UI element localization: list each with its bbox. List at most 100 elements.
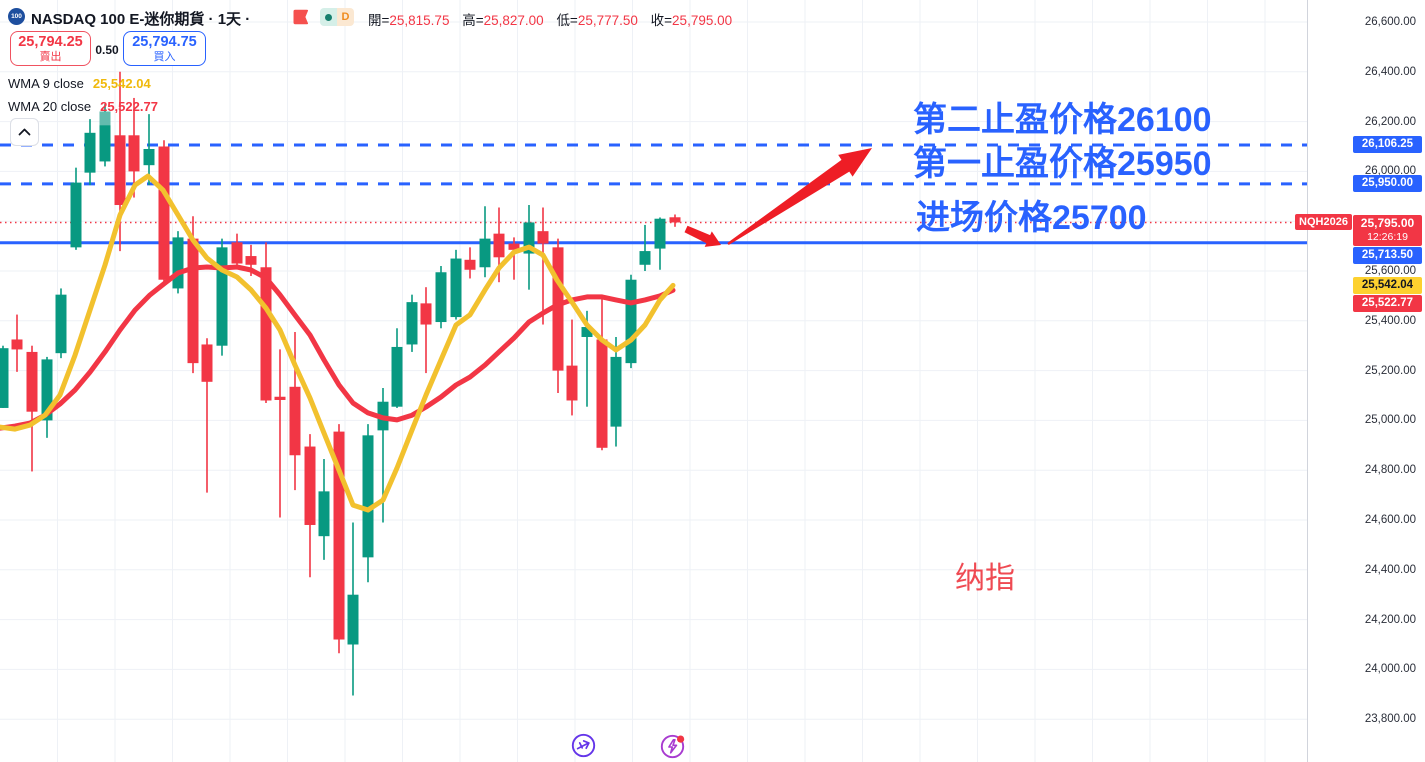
candle-body xyxy=(581,327,593,337)
open-value: 25,815.75 xyxy=(389,13,450,28)
candle-body xyxy=(566,365,578,401)
wma9-legend[interactable]: WMA 9 close 25,542.04 xyxy=(8,76,151,91)
ohlc-readout: 開=25,815.75 高=25,827.00 低=25,777.50 收=25… xyxy=(368,9,741,29)
annotation-index-name[interactable]: 纳指 xyxy=(955,562,1015,595)
buy-label: 買入 xyxy=(153,50,176,63)
candle-body xyxy=(523,222,535,254)
quick-trade-button[interactable] xyxy=(660,733,685,759)
close-label: 收= xyxy=(650,13,673,28)
y-axis-tick: 26,000.00 xyxy=(1364,165,1416,178)
price-level-badge: 26,106.25 xyxy=(1353,136,1422,154)
annotation-arrow[interactable] xyxy=(727,148,872,245)
candle-body xyxy=(362,435,374,558)
candle-body xyxy=(158,146,170,280)
candle-body xyxy=(552,247,564,371)
candle-body xyxy=(245,256,257,265)
wma20-label: WMA 20 close xyxy=(8,99,92,114)
candle-body xyxy=(669,217,681,223)
candle-body xyxy=(216,247,228,346)
y-axis-tick: 26,600.00 xyxy=(1364,16,1416,28)
candle-body xyxy=(596,339,608,448)
wma20-value: 25,522.77 xyxy=(100,99,158,114)
price-level-badge: 25,713.50 xyxy=(1353,247,1422,265)
candle-body xyxy=(493,233,505,258)
annotation-take-profit-1[interactable]: 第一止盈价格25950 xyxy=(913,145,1212,183)
candle-body xyxy=(289,386,301,456)
price-level-badge: 25,522.77 xyxy=(1353,294,1422,312)
flag-icon[interactable] xyxy=(293,9,310,25)
candle-body xyxy=(201,344,213,382)
candle-body xyxy=(84,132,96,173)
open-label: 開= xyxy=(368,13,390,28)
candle-body xyxy=(391,346,403,407)
y-axis-tick: 24,600.00 xyxy=(1364,514,1416,526)
candle-body xyxy=(11,339,23,350)
candle-body xyxy=(435,272,447,323)
contract-tag: NQH2026 xyxy=(1295,214,1352,231)
wma9-label: WMA 9 close xyxy=(8,76,84,91)
candle-body xyxy=(304,446,316,525)
candle-body xyxy=(537,231,549,244)
candle-body xyxy=(406,302,418,345)
y-axis-tick: 24,400.00 xyxy=(1364,563,1416,576)
candle-body xyxy=(508,243,520,250)
spread-value: 0.50 xyxy=(95,43,119,57)
sell-price: 25,794.25 xyxy=(18,33,83,50)
annotation-take-profit-2[interactable]: 第二止盈价格26100 xyxy=(913,101,1212,139)
interval-badge[interactable]: D xyxy=(337,8,354,26)
market-status-icon[interactable] xyxy=(320,8,337,26)
candle-body xyxy=(172,237,184,289)
y-axis-tick: 25,600.00 xyxy=(1364,265,1416,277)
bar-countdown: 12:26:19 xyxy=(1367,231,1408,244)
candle-body xyxy=(114,135,126,206)
buy-price: 25,794.75 xyxy=(132,33,197,50)
y-axis-tick: 26,400.00 xyxy=(1364,65,1416,78)
candle-body xyxy=(187,238,199,364)
candle-body xyxy=(0,348,9,408)
sell-button[interactable]: 25,794.25 賣出 xyxy=(10,31,91,66)
candle-body xyxy=(231,242,243,264)
lightning-icon xyxy=(660,734,685,759)
candle-body xyxy=(55,294,67,354)
sell-label: 賣出 xyxy=(39,50,62,63)
y-axis-tick: 25,400.00 xyxy=(1364,314,1416,327)
y-axis-tick: 23,800.00 xyxy=(1364,713,1416,726)
candle-body xyxy=(420,303,432,325)
annotation-entry-price[interactable]: 进场价格25700 xyxy=(916,199,1147,237)
candle-body xyxy=(333,431,345,640)
symbol-logo: 100 xyxy=(8,8,25,25)
wma9-value: 25,542.04 xyxy=(92,76,151,91)
candle-body xyxy=(479,238,491,268)
candle-body xyxy=(99,111,111,162)
candle-body xyxy=(128,135,140,172)
low-value: 25,777.50 xyxy=(577,13,638,28)
jump-to-latest-button[interactable] xyxy=(571,733,596,758)
candle-body xyxy=(274,396,286,400)
candle-body xyxy=(625,279,637,364)
wma9-line xyxy=(0,173,676,513)
collapse-legend-button[interactable] xyxy=(10,118,39,146)
low-label: 低= xyxy=(556,13,578,28)
candle-body xyxy=(26,351,38,412)
y-axis-tick: 25,200.00 xyxy=(1364,364,1416,377)
symbol-title[interactable]: NASDAQ 100 E-迷你期貨 · 1天 · xyxy=(31,11,251,28)
arrow-jump-icon xyxy=(571,733,596,758)
last-price-badge: 25,795.00 12:26:19 xyxy=(1353,215,1422,247)
candle-body xyxy=(654,218,666,249)
y-axis-tick: 26,200.00 xyxy=(1364,115,1416,128)
high-label: 高= xyxy=(462,13,484,28)
candle-body xyxy=(41,359,53,421)
candle-body xyxy=(260,267,272,401)
price-level-badge: 25,950.00 xyxy=(1353,175,1422,193)
annotation-arrow[interactable] xyxy=(684,225,722,247)
y-axis-tick: 25,000.00 xyxy=(1364,414,1416,427)
price-axis[interactable]: 26,600.0026,400.0026,200.0026,000.0025,8… xyxy=(1307,0,1425,762)
wma20-line xyxy=(0,264,676,431)
candle-body xyxy=(450,258,462,318)
close-value: 25,795.00 xyxy=(672,13,733,28)
wma20-legend[interactable]: WMA 20 close 25,522.77 xyxy=(8,99,158,114)
price-chart[interactable] xyxy=(0,0,1307,762)
buy-button[interactable]: 25,794.75 買入 xyxy=(123,31,206,66)
candle-body xyxy=(70,182,82,248)
